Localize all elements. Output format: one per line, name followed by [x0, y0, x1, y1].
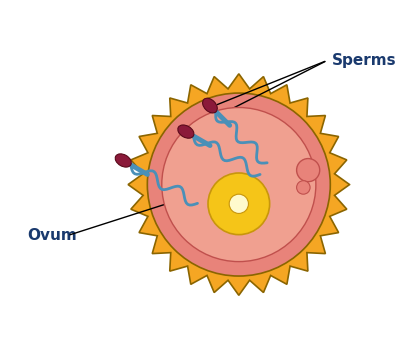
- Ellipse shape: [115, 154, 131, 167]
- Text: Sperms: Sperms: [332, 53, 397, 68]
- Polygon shape: [128, 74, 350, 295]
- Ellipse shape: [178, 125, 194, 138]
- Circle shape: [297, 158, 320, 182]
- Circle shape: [147, 93, 330, 276]
- Circle shape: [208, 173, 270, 235]
- Circle shape: [297, 181, 310, 194]
- Circle shape: [162, 108, 316, 262]
- Text: Ovum: Ovum: [27, 228, 77, 243]
- Circle shape: [229, 194, 248, 213]
- Ellipse shape: [202, 98, 217, 113]
